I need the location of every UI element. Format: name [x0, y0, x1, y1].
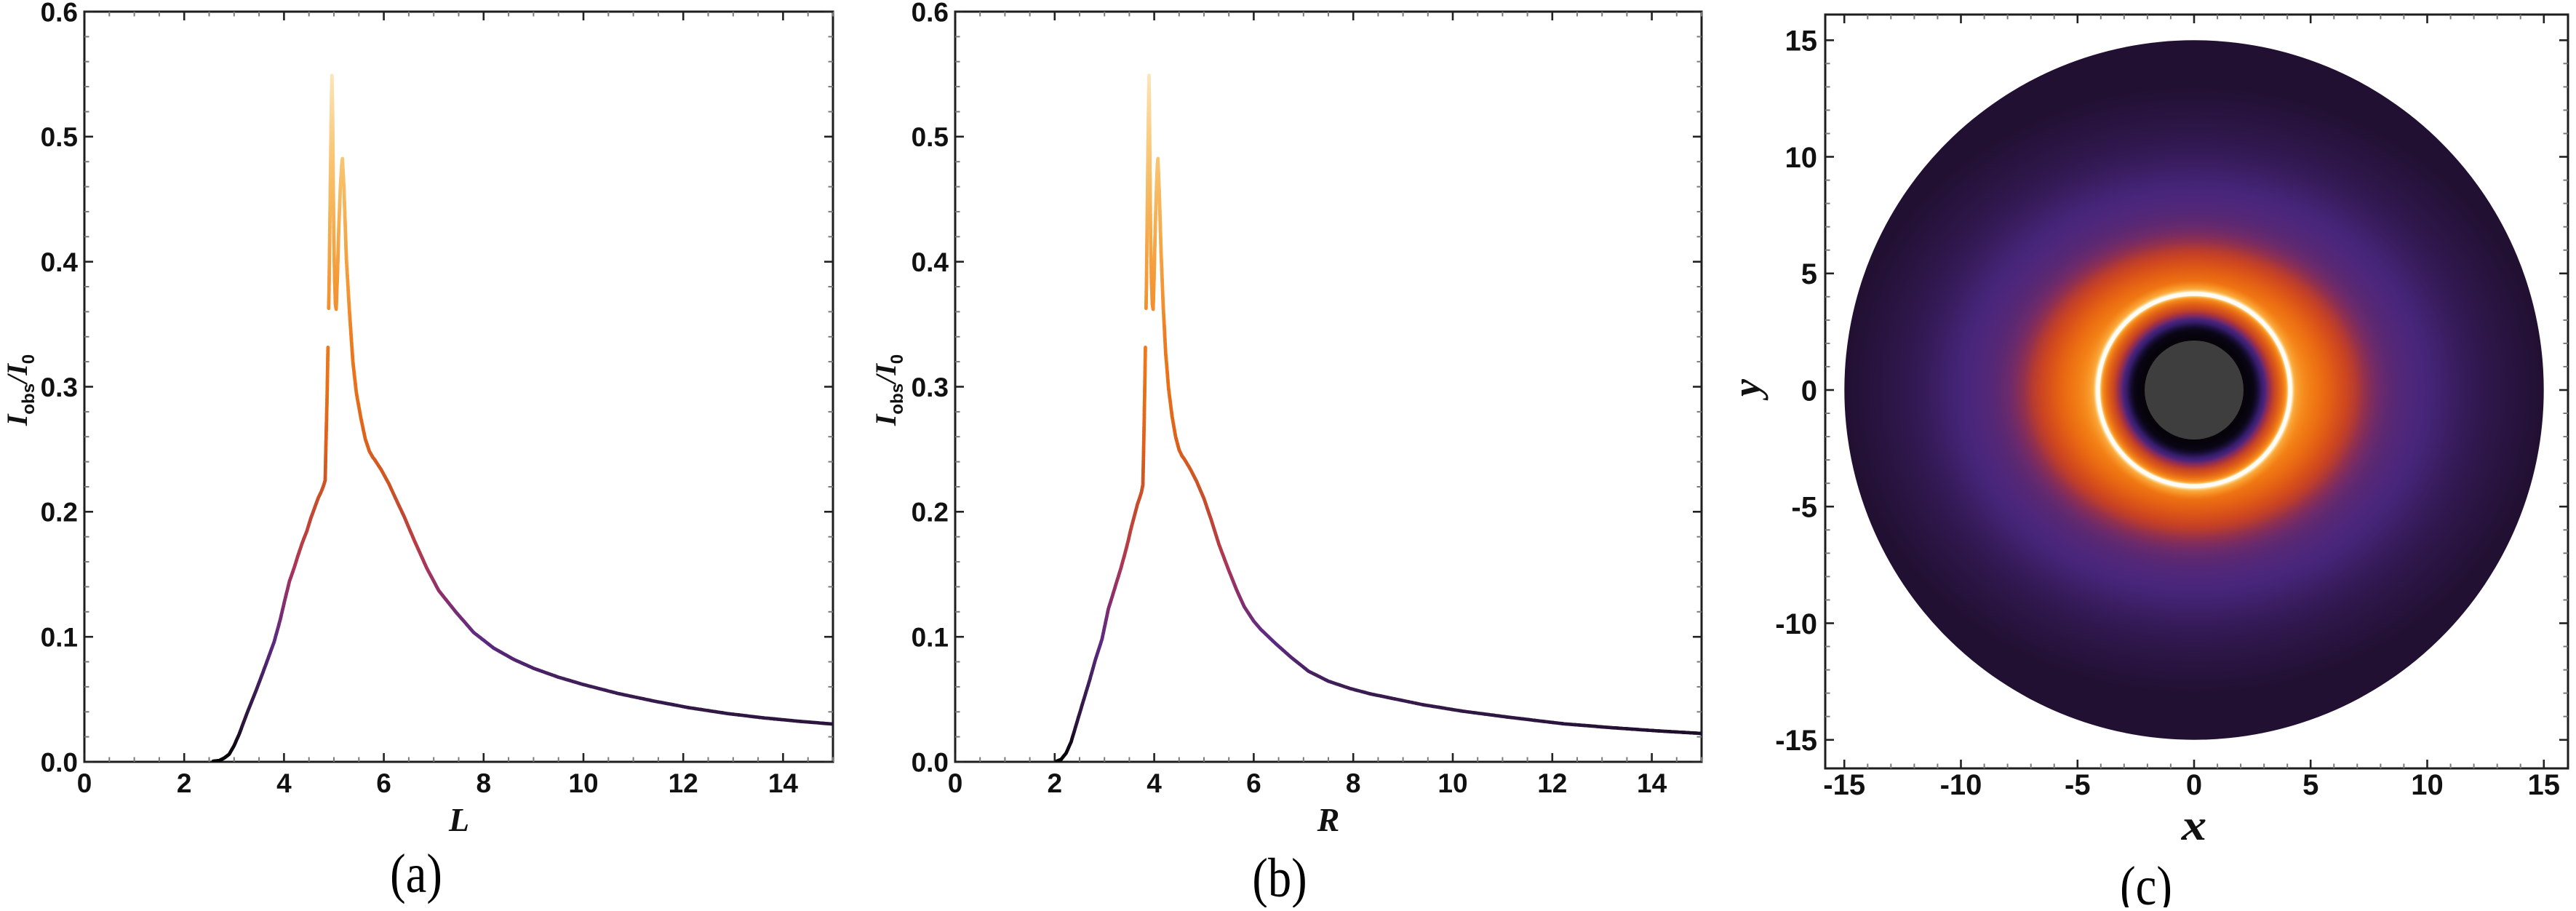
- svg-text:0: 0: [77, 768, 92, 798]
- svg-text:-10: -10: [1940, 769, 1982, 801]
- svg-text:0: 0: [1801, 375, 1817, 407]
- svg-text:y: y: [1725, 378, 1768, 401]
- svg-text:0.5: 0.5: [912, 122, 949, 152]
- svg-text:5: 5: [2302, 769, 2318, 801]
- svg-text:15: 15: [2528, 769, 2561, 801]
- svg-text:(b): (b): [1252, 848, 1307, 907]
- svg-text:2: 2: [177, 768, 192, 798]
- svg-text:10: 10: [2411, 769, 2444, 801]
- svg-text:0.2: 0.2: [912, 498, 949, 528]
- svg-text:(a): (a): [390, 843, 442, 904]
- svg-text:0.6: 0.6: [912, 0, 949, 27]
- svg-text:0.3: 0.3: [41, 373, 78, 402]
- svg-text:-5: -5: [1791, 492, 1817, 524]
- svg-text:R: R: [1317, 801, 1340, 838]
- svg-text:10: 10: [1437, 768, 1467, 798]
- svg-text:-10: -10: [1775, 608, 1817, 640]
- svg-text:0.0: 0.0: [41, 747, 78, 777]
- svg-text:0.4: 0.4: [912, 247, 949, 277]
- svg-text:0.0: 0.0: [912, 747, 949, 777]
- svg-text:0.6: 0.6: [41, 0, 78, 27]
- svg-text:15: 15: [1785, 25, 1818, 57]
- svg-text:(c): (c): [2120, 856, 2172, 907]
- svg-text:14: 14: [768, 768, 799, 798]
- svg-text:L: L: [448, 801, 469, 838]
- svg-text:8: 8: [1346, 768, 1361, 798]
- svg-text:6: 6: [376, 768, 391, 798]
- svg-text:0.5: 0.5: [41, 122, 78, 152]
- svg-text:0.2: 0.2: [41, 498, 78, 528]
- svg-text:12: 12: [669, 768, 698, 798]
- svg-text:0.4: 0.4: [41, 247, 79, 277]
- svg-text:x: x: [2181, 800, 2207, 849]
- svg-text:0.1: 0.1: [912, 623, 949, 653]
- svg-text:2: 2: [1048, 768, 1063, 798]
- svg-text:0: 0: [2186, 769, 2202, 801]
- svg-text:6: 6: [1246, 768, 1261, 798]
- svg-text:-15: -15: [1823, 769, 1865, 801]
- svg-text:0.1: 0.1: [41, 623, 78, 653]
- svg-text:0: 0: [948, 768, 963, 798]
- svg-text:10: 10: [568, 768, 598, 798]
- svg-text:-15: -15: [1775, 725, 1817, 757]
- svg-text:12: 12: [1537, 768, 1567, 798]
- svg-text:10: 10: [1785, 142, 1818, 174]
- svg-text:5: 5: [1801, 258, 1817, 290]
- svg-text:4: 4: [276, 768, 292, 798]
- svg-text:8: 8: [476, 768, 492, 798]
- svg-text:14: 14: [1637, 768, 1667, 798]
- svg-text:0.3: 0.3: [912, 373, 949, 402]
- svg-text:4: 4: [1147, 768, 1162, 798]
- svg-text:-5: -5: [2065, 769, 2091, 801]
- svg-text:Iobs/I0: Iobs/I0: [869, 354, 907, 426]
